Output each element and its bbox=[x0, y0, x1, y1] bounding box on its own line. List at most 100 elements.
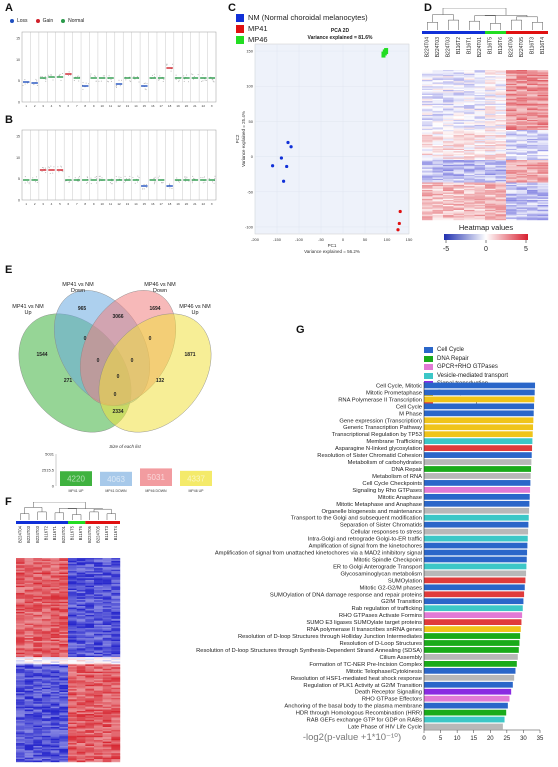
pathway-label: Separation of Sister Chromatids bbox=[340, 523, 422, 529]
x-tick-label: 15 bbox=[470, 736, 477, 742]
heatmap-cell bbox=[42, 665, 51, 668]
heatmap-cell bbox=[537, 150, 549, 152]
heatmap-cell bbox=[94, 627, 103, 630]
heatmap-cell bbox=[111, 696, 121, 699]
heatmap-cell bbox=[102, 759, 112, 761]
heatmap-cell bbox=[516, 176, 528, 178]
heatmap-cell bbox=[474, 75, 486, 77]
heatmap-cell bbox=[76, 633, 86, 636]
heatmap-cell bbox=[506, 135, 517, 137]
heatmap-cell bbox=[68, 616, 77, 618]
heatmap-cell bbox=[24, 722, 34, 725]
heatmap-cell bbox=[59, 750, 69, 752]
x-tick-label: 14 bbox=[134, 104, 138, 108]
heatmap-cell bbox=[464, 181, 475, 183]
heatmap-cell bbox=[443, 178, 454, 181]
heatmap-cell bbox=[432, 148, 444, 151]
heatmap-cell bbox=[443, 198, 454, 201]
heatmap-cell bbox=[102, 708, 112, 710]
heatmap-cell bbox=[453, 121, 465, 123]
heatmap-cell bbox=[102, 651, 112, 653]
heatmap-cell bbox=[443, 156, 454, 158]
dendrogram-branch bbox=[427, 22, 438, 30]
heatmap-cell bbox=[432, 166, 444, 168]
heatmap-cell bbox=[42, 715, 51, 718]
heatmap-cell bbox=[422, 201, 433, 203]
data-point bbox=[78, 80, 80, 82]
x-tick-label: 17 bbox=[160, 202, 164, 206]
heatmap-cell bbox=[537, 70, 549, 72]
heatmap-cell bbox=[68, 759, 77, 761]
pathway-bar bbox=[424, 549, 528, 556]
heatmap-cell bbox=[94, 648, 103, 650]
heatmap-cell bbox=[422, 133, 433, 136]
venn-label-mp41-up: MP41 vs NM bbox=[12, 304, 44, 310]
heatmap-cell bbox=[68, 638, 77, 640]
heatmap-cell bbox=[50, 671, 60, 674]
data-point bbox=[212, 78, 214, 80]
heatmap-cell bbox=[24, 585, 34, 588]
pathway-label: Transport to the Golgi and subsequent mo… bbox=[291, 516, 422, 522]
heatmap-cell bbox=[443, 121, 454, 123]
heatmap-cell bbox=[42, 614, 51, 617]
heatmap-cell bbox=[422, 118, 433, 121]
heatmap-cell bbox=[474, 210, 486, 212]
heatmap-cell bbox=[464, 163, 475, 166]
heatmap-cell bbox=[24, 721, 34, 723]
heatmap-cell bbox=[59, 719, 69, 722]
heatmap-cell bbox=[102, 558, 112, 560]
heatmap-cell bbox=[24, 565, 34, 567]
heatmap-cell bbox=[24, 629, 34, 632]
heatmap-cell bbox=[111, 635, 121, 637]
pathway-bar bbox=[424, 424, 534, 431]
heatmap-cell bbox=[42, 601, 51, 604]
heatmap-cell bbox=[33, 660, 43, 662]
data-point bbox=[49, 172, 51, 174]
heatmap-cell bbox=[85, 601, 95, 604]
heatmap-cell bbox=[422, 101, 433, 103]
heatmap-cell bbox=[59, 579, 69, 582]
heatmap-cell bbox=[453, 92, 465, 94]
heatmap-cell bbox=[464, 91, 475, 93]
data-point bbox=[78, 175, 80, 177]
heatmap-cell bbox=[506, 210, 517, 212]
heatmap-cell bbox=[42, 700, 51, 703]
heatmap-cell bbox=[33, 754, 43, 757]
heatmap-cell bbox=[506, 130, 517, 132]
heatmap-cell bbox=[464, 123, 475, 126]
data-point bbox=[134, 78, 136, 80]
heatmap-cell bbox=[85, 680, 95, 683]
heatmap-cell bbox=[24, 678, 34, 681]
heatmap-cell bbox=[68, 576, 77, 579]
heatmap-cell bbox=[495, 187, 507, 189]
heatmap-cell bbox=[506, 196, 517, 198]
heatmap-cell bbox=[506, 103, 517, 106]
heatmap-cell bbox=[453, 71, 465, 73]
heatmap-cell bbox=[94, 683, 103, 685]
heatmap-cell bbox=[527, 177, 538, 179]
heatmap-cell bbox=[432, 146, 444, 148]
heatmap-cell bbox=[68, 678, 77, 681]
heatmap-cell bbox=[506, 155, 517, 157]
heatmap-cell bbox=[432, 162, 444, 164]
data-point bbox=[130, 81, 132, 83]
heatmap-cell bbox=[59, 712, 69, 715]
heatmap-cell bbox=[33, 625, 43, 627]
heatmap-cell bbox=[24, 592, 34, 595]
heatmap-cell bbox=[102, 668, 112, 671]
heatmap-cell bbox=[485, 195, 496, 197]
data-point bbox=[143, 183, 145, 185]
pca-point bbox=[382, 49, 387, 56]
heatmap-cell bbox=[59, 705, 69, 707]
x-tick-label: 1 bbox=[25, 202, 27, 206]
heatmap-cell bbox=[59, 581, 69, 583]
heatmap-cell bbox=[16, 600, 25, 602]
heatmap-cell bbox=[102, 603, 112, 605]
heatmap-cell bbox=[443, 165, 454, 167]
heatmap-cell bbox=[443, 211, 454, 213]
heatmap-cell bbox=[464, 201, 475, 203]
heatmap-cell bbox=[85, 581, 95, 583]
list-size-bar bbox=[60, 471, 92, 486]
heatmap-cell bbox=[422, 107, 433, 109]
heatmap-cell bbox=[102, 738, 112, 741]
